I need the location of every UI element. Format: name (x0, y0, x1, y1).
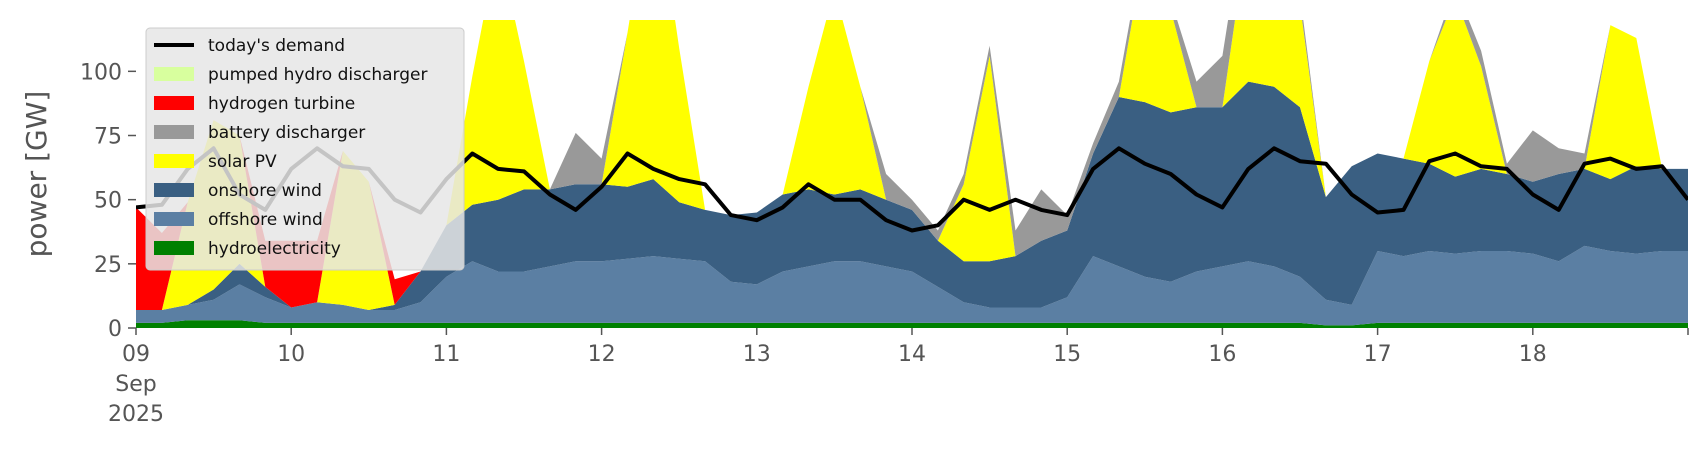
legend-label-pumped-hydro-discharger: pumped hydro discharger (208, 65, 427, 85)
legend-label-onshore-wind: onshore wind (208, 181, 322, 201)
x-tick-label: 12 (588, 342, 616, 367)
area-offshore-wind (136, 245, 1688, 326)
area-hydrogen-turbine (136, 20, 1688, 310)
legend: today's demand pumped hydro discharger hyd… (145, 27, 465, 271)
legend-swatch-pumped-hydro-discharger (154, 67, 194, 81)
x-tick-label: 09 (122, 342, 150, 367)
y-tick-label: 0 (108, 317, 122, 342)
legend-swatch-solar-pv (154, 154, 194, 168)
legend-label-offshore-wind: offshore wind (208, 210, 323, 230)
y-tick-label: 50 (94, 189, 122, 214)
legend-swatch-offshore-wind (154, 212, 194, 226)
legend-swatch-hydrogen-turbine (154, 96, 194, 110)
y-axis-label: power [GW] (20, 91, 53, 258)
x-tick-label: 11 (432, 342, 460, 367)
x-tick-label: 16 (1208, 342, 1236, 367)
x-tick-label: 17 (1364, 342, 1392, 367)
legend-label-hydrogen-turbine: hydrogen turbine (208, 94, 355, 114)
x-tick-label: 13 (743, 342, 771, 367)
legend-label-today-s-demand: today's demand (208, 36, 345, 56)
area-onshore-wind (136, 81, 1688, 310)
x-tick-sublabel: 2025 (108, 402, 164, 427)
x-tick-label: 18 (1519, 342, 1547, 367)
legend-label-hydroelectricity: hydroelectricity (208, 239, 341, 259)
axes: 0 25 50 75 100 09 Sep 2025 10 11 12 13 14 15 16 17 18 (80, 60, 1689, 427)
legend-label-solar-pv: solar PV (208, 152, 277, 172)
x-tick-label: 14 (898, 342, 926, 367)
area-solar-pv (136, 20, 1688, 310)
y-tick-label: 75 (94, 125, 122, 150)
legend-label-battery-discharger: battery discharger (208, 123, 365, 143)
x-tick-label: 10 (277, 342, 305, 367)
x-tick-sublabel: Sep (115, 372, 156, 397)
legend-box (145, 27, 465, 271)
y-tick-label: 25 (94, 253, 122, 278)
legend-swatch-hydroelectricity (154, 241, 194, 255)
x-tick-label: 15 (1053, 342, 1081, 367)
legend-swatch-battery-discharger (154, 125, 194, 139)
y-tick-label: 100 (80, 60, 122, 85)
area-hydroelectricity (136, 320, 1688, 328)
stacked-areas (136, 20, 1688, 328)
legend-swatch-onshore-wind (154, 183, 194, 197)
